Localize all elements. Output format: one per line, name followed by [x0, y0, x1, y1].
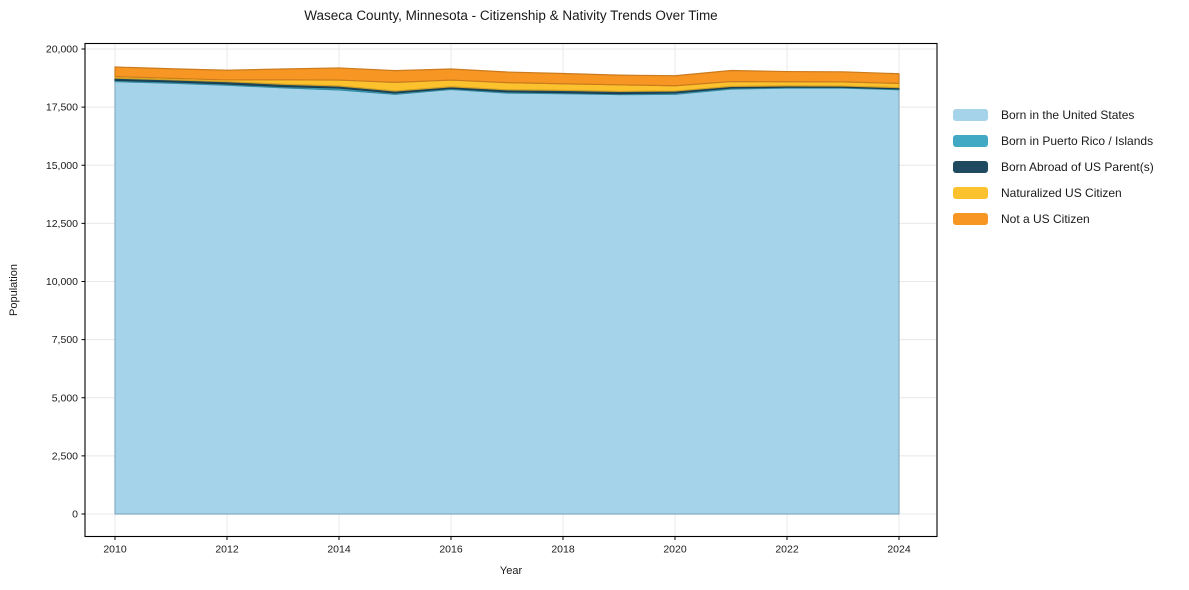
plot-border: [84, 42, 938, 538]
legend-item-1: Born in Puerto Rico / Islands: [953, 128, 1154, 154]
y-tick-label: 12,500: [46, 218, 78, 230]
area-series-0: [114, 80, 900, 515]
axes-frame: [84, 42, 938, 538]
x-axis-label: Year: [499, 565, 523, 577]
x-tick-label: 2016: [439, 544, 463, 556]
legend-item-4: Not a US Citizen: [953, 206, 1154, 232]
x-tick-label: 2010: [103, 544, 127, 556]
legend-item-0: Born in the United States: [953, 102, 1154, 128]
legend: Born in the United States Born in Puerto …: [953, 102, 1154, 232]
y-tick-label: 17,500: [46, 102, 78, 114]
legend-label: Born Abroad of US Parent(s): [1001, 160, 1154, 174]
x-tick-label: 2018: [551, 544, 575, 556]
stacked-areas: [114, 66, 900, 515]
legend-label: Naturalized US Citizen: [1001, 186, 1122, 200]
legend-swatch-icon: [953, 109, 988, 121]
axis-ticks: 0 2,500 5,000 7,500 10,000 12,500 15,000 17,500…: [46, 44, 911, 556]
y-tick-label: 10,000: [46, 276, 78, 288]
chart-title: Waseca County, Minnesota - Citizenship &…: [304, 8, 718, 23]
x-tick-label: 2012: [215, 544, 239, 556]
x-tick-label: 2022: [775, 544, 799, 556]
y-tick-label: 20,000: [46, 44, 78, 56]
y-tick-label: 2,500: [52, 450, 78, 462]
legend-label: Born in Puerto Rico / Islands: [1001, 134, 1154, 148]
y-tick-label: 7,500: [52, 334, 78, 346]
legend-swatch-icon: [953, 135, 988, 147]
y-axis-label: Population: [8, 264, 20, 316]
legend-swatch-icon: [953, 187, 988, 199]
x-tick-label: 2024: [887, 544, 911, 556]
y-tick-label: 15,000: [46, 160, 78, 172]
y-tick-label: 0: [72, 509, 78, 521]
area-series-4: [114, 66, 900, 87]
x-tick-label: 2020: [663, 544, 687, 556]
legend-item-2: Born Abroad of US Parent(s): [953, 154, 1154, 180]
legend-swatch-icon: [953, 213, 988, 225]
y-tick-label: 5,000: [52, 392, 78, 404]
legend-item-3: Naturalized US Citizen: [953, 180, 1154, 206]
x-tick-label: 2014: [327, 544, 351, 556]
legend-swatch-icon: [953, 161, 988, 173]
legend-label: Not a US Citizen: [1001, 212, 1090, 226]
legend-label: Born in the United States: [1001, 108, 1135, 122]
